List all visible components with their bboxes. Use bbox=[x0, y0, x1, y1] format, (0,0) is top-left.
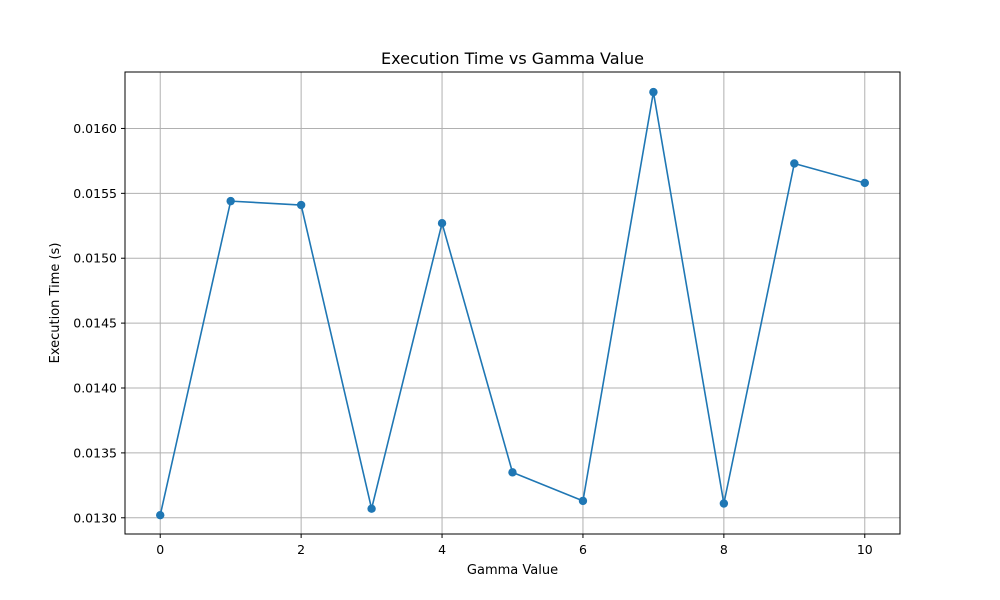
x-axis-label: Gamma Value bbox=[467, 563, 558, 578]
x-tick-label: 10 bbox=[857, 542, 873, 557]
data-point bbox=[296, 200, 306, 210]
data-point bbox=[437, 218, 447, 228]
y-tick-label: 0.0130 bbox=[73, 510, 117, 525]
y-tick-label: 0.0135 bbox=[73, 445, 117, 460]
plot-area-frame bbox=[124, 71, 901, 535]
data-point bbox=[649, 87, 658, 97]
series-layer bbox=[156, 87, 869, 520]
data-point bbox=[578, 496, 588, 506]
data-point bbox=[860, 178, 869, 188]
x-tick-label: 2 bbox=[297, 542, 305, 557]
data-point bbox=[226, 196, 235, 206]
y-axis-ticks: 0.0130 0.0135 0.0140 0.0145 0.0150 0.0155 0.01… bbox=[73, 121, 125, 525]
grid bbox=[125, 72, 900, 534]
x-tick-label: 8 bbox=[720, 542, 728, 557]
y-tick-label: 0.0150 bbox=[73, 251, 117, 266]
x-axis-ticks: 0 2 4 6 8 10 bbox=[156, 534, 873, 557]
y-axis-label: Execution Time (s) bbox=[48, 243, 63, 364]
data-point bbox=[790, 159, 799, 168]
data-point bbox=[156, 510, 165, 520]
y-tick-label: 0.0140 bbox=[73, 381, 117, 396]
data-point bbox=[719, 499, 729, 508]
y-tick-label: 0.0160 bbox=[73, 121, 117, 136]
y-tick-label: 0.0145 bbox=[73, 316, 117, 331]
y-tick-label: 0.0155 bbox=[73, 186, 117, 201]
chart-title: Execution Time vs Gamma Value bbox=[381, 49, 644, 68]
data-point bbox=[508, 468, 517, 477]
data-point bbox=[367, 504, 376, 513]
x-tick-label: 0 bbox=[156, 542, 164, 557]
x-tick-label: 6 bbox=[579, 542, 587, 557]
series-line bbox=[159, 91, 865, 516]
x-tick-label: 4 bbox=[438, 542, 446, 557]
